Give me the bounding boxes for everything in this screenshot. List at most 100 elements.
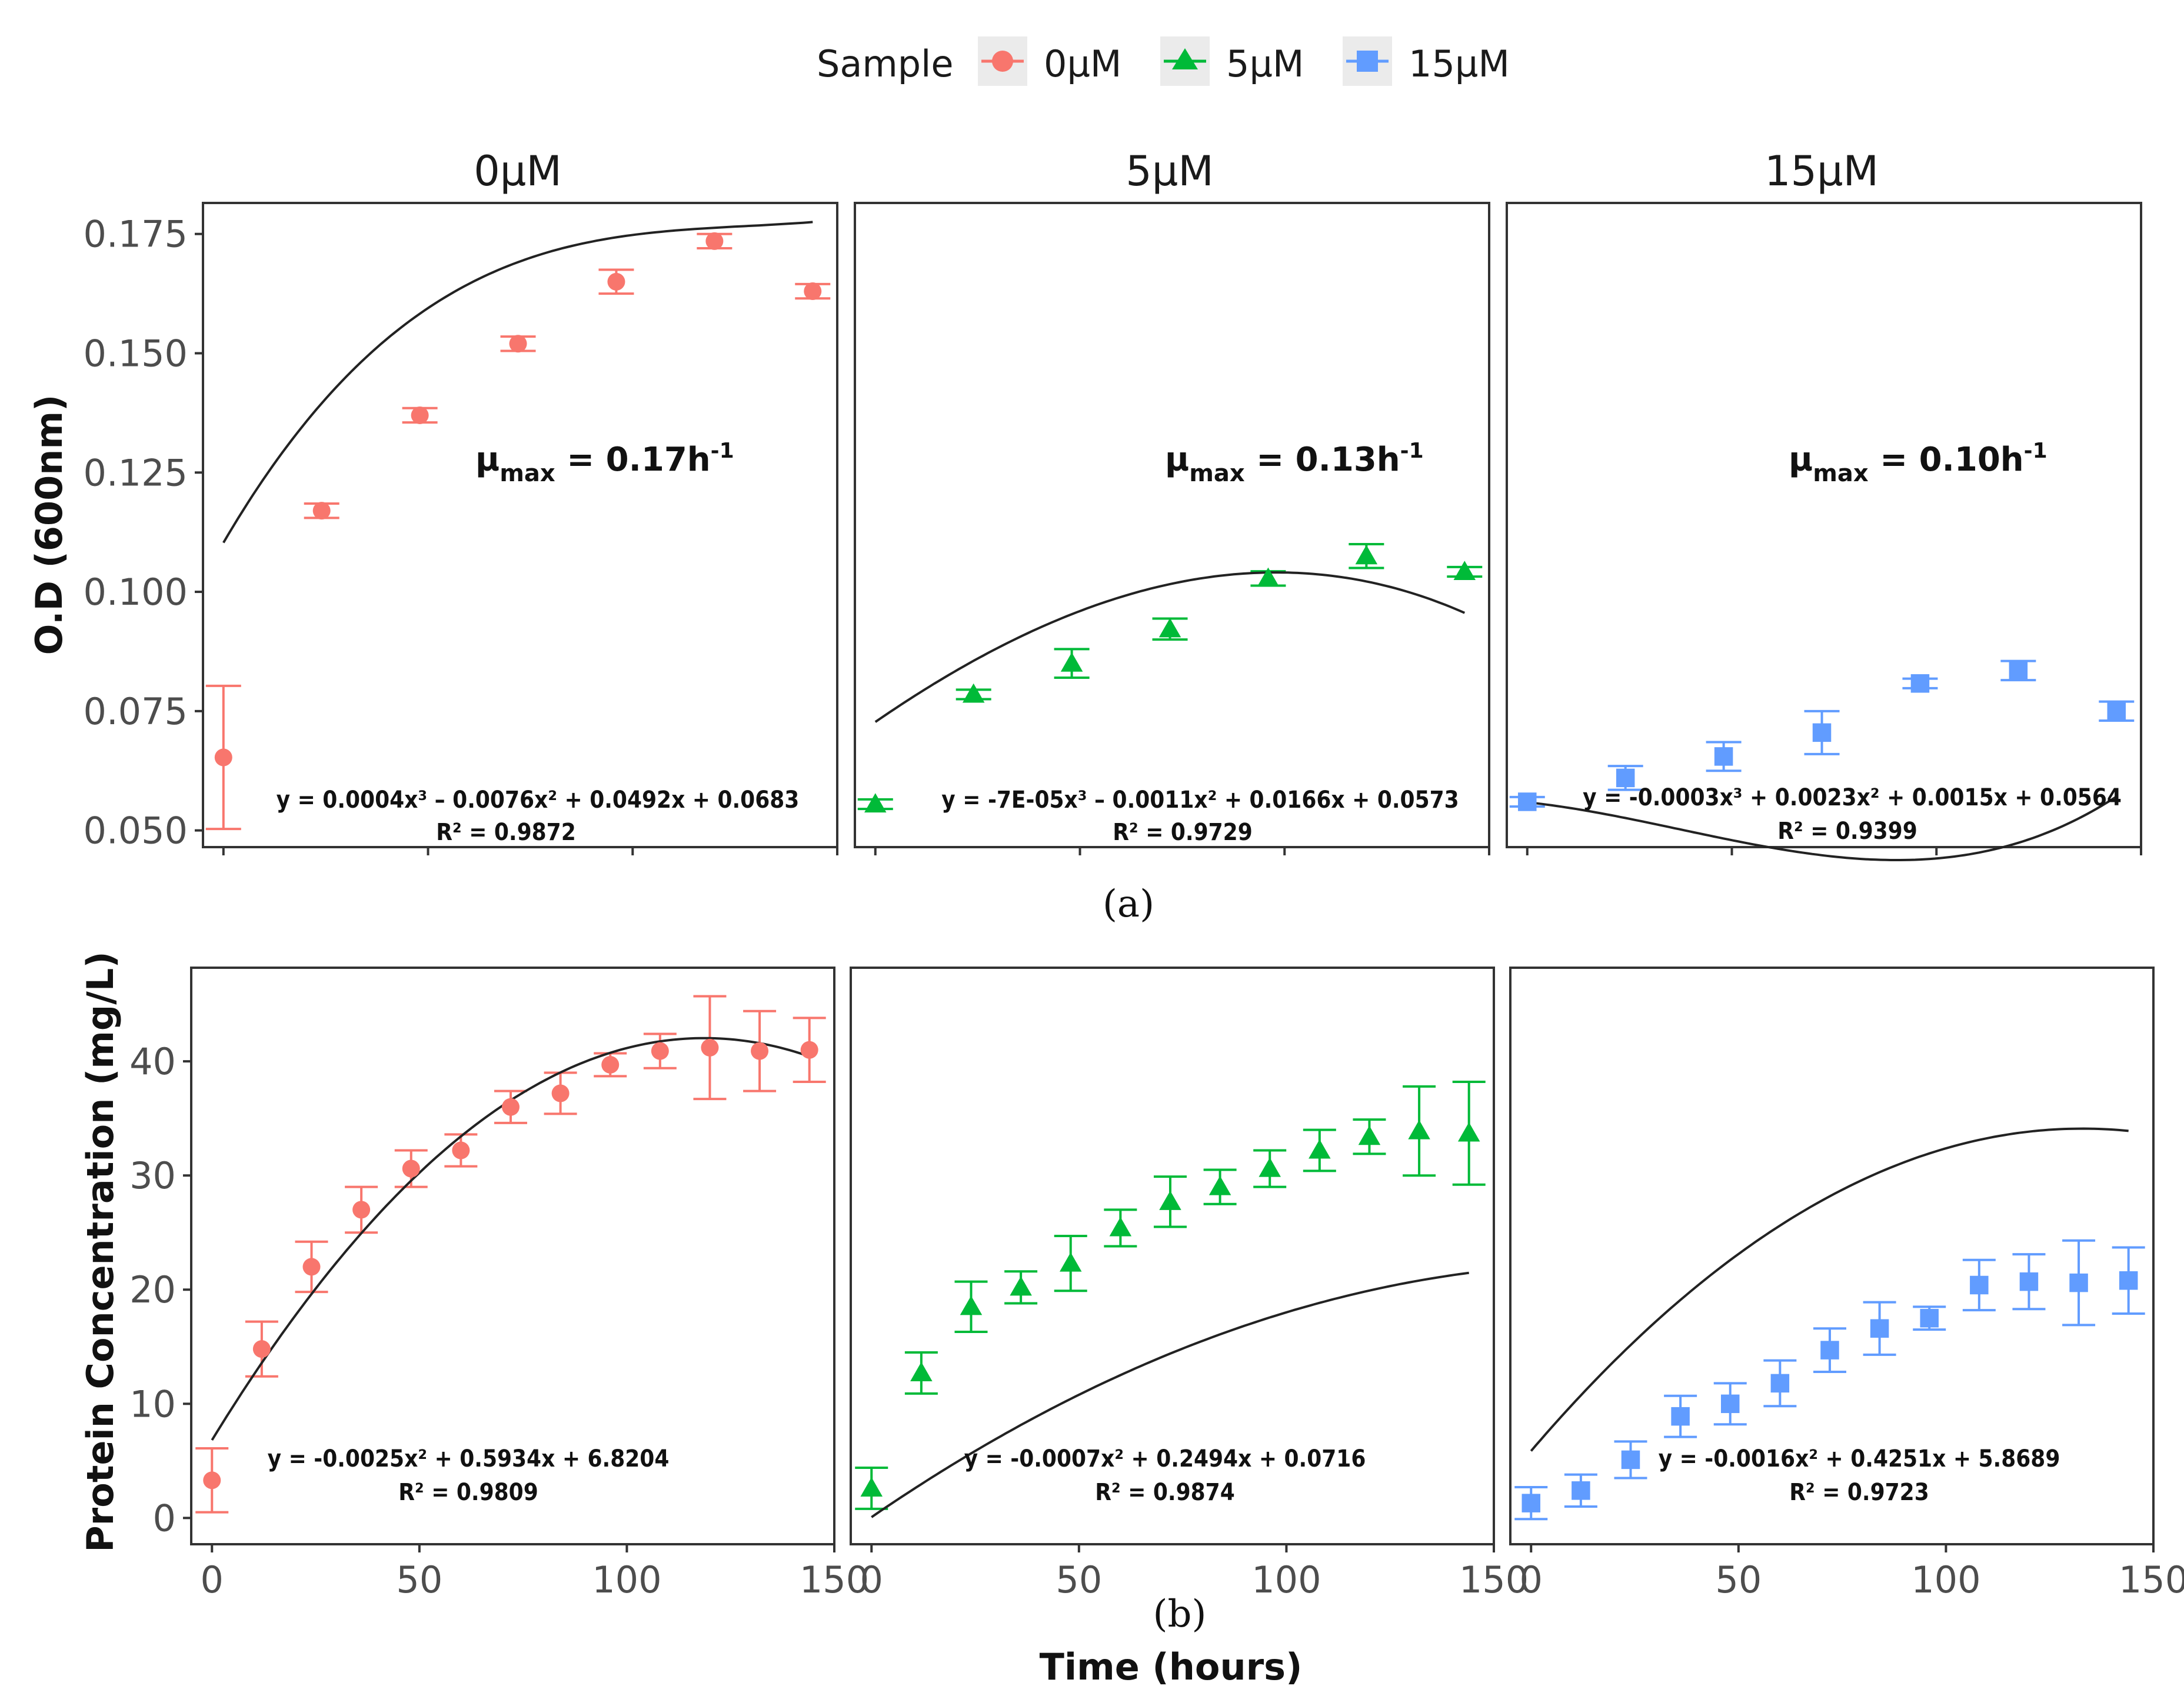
legend-entry-5um: 5µM: [1160, 36, 1304, 86]
od-15um-point: [1910, 674, 1930, 693]
od-5um-fit-curve: [874, 571, 1466, 723]
protein-15um-point: [1970, 1275, 1989, 1295]
protein-0um-point: [551, 1084, 570, 1102]
mu-superscript: -1: [711, 439, 734, 463]
caption-a: (a): [1103, 882, 1154, 926]
facet-title-0um: 0µM: [474, 147, 561, 195]
r2-protein-0um: R² = 0.9809: [398, 1479, 538, 1506]
od-y-tick-label: 0.150: [84, 332, 188, 375]
protein-0um-point: [252, 1340, 271, 1358]
protein-x-tick-label: 150: [800, 1558, 869, 1601]
protein-5um-point: [1109, 1217, 1132, 1237]
protein-panel-15um: [1509, 967, 2155, 1545]
protein-0um-point: [302, 1258, 321, 1276]
protein-15um-point: [1720, 1394, 1740, 1414]
od-0um-point: [804, 282, 822, 301]
od-15um-point: [1518, 792, 1537, 811]
facet-title-15um: 15µM: [1764, 147, 1879, 195]
equation-od-15um: y = -0.0003x³ + 0.0023x² + 0.0015x + 0.0…: [1583, 784, 2122, 811]
mu-superscript: -1: [1400, 439, 1424, 463]
protein-15um-point: [2069, 1273, 2088, 1292]
protein-panel-0um: [190, 967, 835, 1545]
od-5um-point: [864, 793, 887, 813]
mu-max-15um: µmax = 0.10h-1: [1789, 439, 2048, 487]
protein-x-tick-label: 50: [396, 1558, 442, 1601]
protein-x-tick-label: 0: [860, 1558, 883, 1601]
od-y-tick-label: 0.050: [84, 809, 188, 852]
od-5um-point: [1257, 567, 1280, 587]
mu-symbol: µ: [1789, 441, 1813, 479]
r2-protein-5um: R² = 0.9874: [1095, 1479, 1235, 1506]
protein-0um-point: [601, 1055, 620, 1074]
od-0um-point: [705, 232, 724, 250]
od-panel-0um: [202, 202, 838, 848]
protein-5um-point: [1208, 1175, 1231, 1195]
protein-x-tick-label: 100: [1251, 1558, 1321, 1601]
protein-5um-point: [1059, 1252, 1082, 1272]
protein-15um-point: [2119, 1271, 2138, 1290]
od-0um-point: [509, 335, 527, 353]
equation-protein-15um: y = -0.0016x² + 0.4251x + 5.8689: [1659, 1445, 2060, 1472]
protein-0um-point: [402, 1159, 420, 1178]
od-y-tick-label: 0.075: [84, 690, 188, 733]
protein-x-tick-label: 0: [201, 1558, 224, 1601]
protein-5um-point: [1358, 1125, 1381, 1145]
legend-entry-15um: 15µM: [1343, 36, 1510, 86]
protein-5um-point: [1457, 1122, 1480, 1142]
mu-value: = 0.17h: [555, 441, 711, 479]
od-y-tick-label: 0.100: [84, 571, 188, 614]
protein-y-tick-label: 0: [153, 1497, 176, 1540]
r2-protein-15um: R² = 0.9723: [1789, 1479, 1929, 1506]
legend-key-circle-icon: [992, 51, 1013, 72]
protein-x-tick-label: 50: [1056, 1558, 1102, 1601]
protein-15um-point: [1671, 1407, 1690, 1426]
legend-label-5um: 5µM: [1226, 42, 1304, 85]
protein-0um-point: [751, 1042, 769, 1060]
od-15um-point: [2009, 661, 2028, 680]
legend-title: Sample: [817, 42, 953, 85]
protein-x-tick-label: 50: [1715, 1558, 1762, 1601]
protein-15um-point: [2019, 1272, 2039, 1291]
equation-od-5um: y = -7E-05x³ – 0.0011x² + 0.0166x + 0.05…: [941, 787, 1459, 814]
od-5um-point: [1453, 561, 1476, 581]
legend-key-square-icon: [1357, 51, 1378, 72]
protein-x-tick-label: 150: [1459, 1558, 1529, 1601]
protein-y-tick-label: 20: [129, 1268, 176, 1311]
od-y-tick-label: 0.175: [84, 213, 188, 256]
protein-0um-point: [203, 1471, 221, 1490]
protein-5um-point: [1159, 1191, 1181, 1210]
protein-5um-point: [1408, 1119, 1430, 1139]
od-panel-15um: [1506, 202, 2142, 848]
od-15um-point: [2107, 702, 2126, 721]
protein-y-tick-label: 10: [129, 1382, 176, 1425]
plot-marks: [195, 221, 2145, 1521]
protein-x-tick-label: 150: [2119, 1558, 2184, 1601]
protein-0um-point: [701, 1038, 719, 1057]
protein-0um-point: [501, 1098, 520, 1116]
od-5um-point: [962, 683, 985, 703]
mu-symbol: µ: [1165, 441, 1189, 479]
facet-title-5um: 5µM: [1126, 147, 1213, 195]
mu-value: = 0.13h: [1245, 441, 1400, 479]
protein-5um-point: [960, 1295, 983, 1315]
protein-panel-5um: [850, 967, 1495, 1545]
r2-od-15um: R² = 0.9399: [1777, 818, 1917, 845]
protein-x-tick-label: 100: [592, 1558, 661, 1601]
protein-5um-point: [1259, 1157, 1281, 1177]
legend-label-0um: 0µM: [1044, 42, 1121, 85]
protein-0um-point: [800, 1041, 818, 1059]
r2-od-0um: R² = 0.9872: [436, 819, 576, 846]
od-panel-5um: [854, 202, 1490, 848]
od-0um-point: [411, 406, 429, 424]
od-0um-fit-curve: [222, 221, 813, 544]
protein-15um-fit-curve: [1530, 1127, 2129, 1452]
caption-b: (b): [1153, 1592, 1207, 1636]
x-axis-title: Time (hours): [1040, 1645, 1303, 1688]
protein-y-axis-title: Protein Concentration (mg/L): [79, 951, 122, 1552]
protein-15um-point: [1820, 1341, 1839, 1360]
protein-15um-point: [1920, 1309, 1939, 1328]
panel-frames: [190, 202, 2155, 1545]
protein-0um-point: [651, 1042, 669, 1060]
legend-entry-0um: 0µM: [978, 36, 1121, 86]
